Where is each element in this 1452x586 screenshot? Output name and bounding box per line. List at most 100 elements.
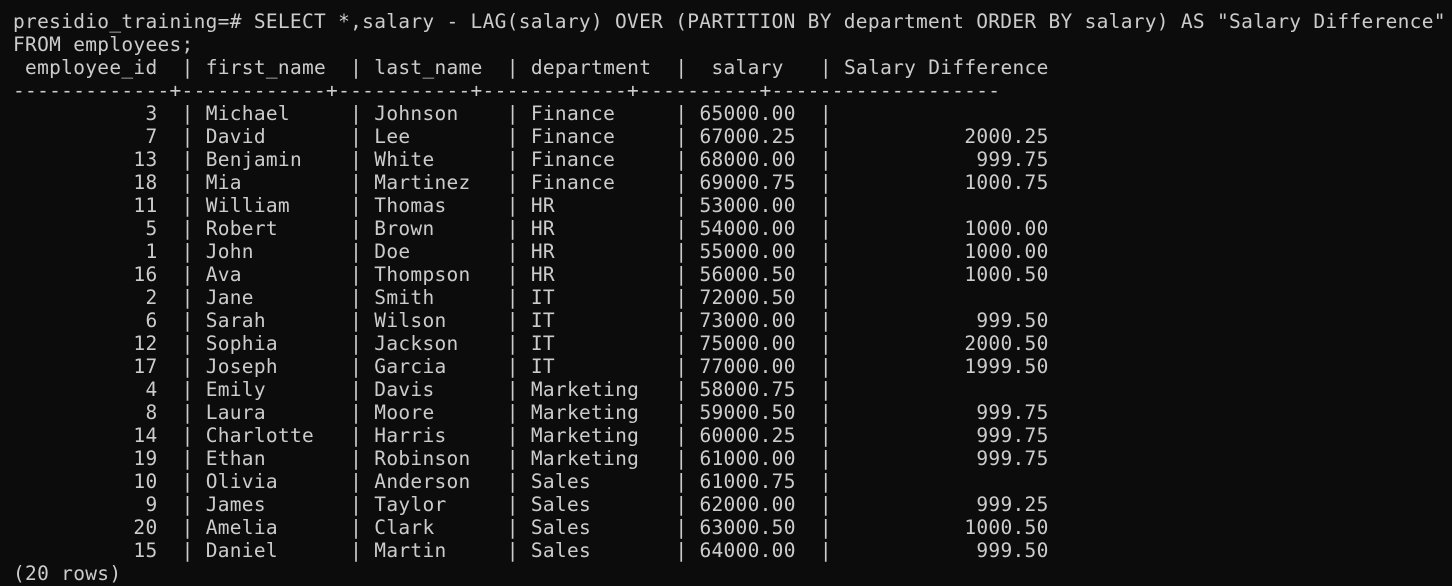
table-cell: White	[374, 148, 483, 171]
table-cell: HR	[530, 240, 652, 263]
table-cell: 73000.00	[699, 309, 796, 332]
column-header: employee_id	[25, 56, 158, 79]
table-cell: Sales	[530, 470, 652, 493]
table-row: 14 | Charlotte | Harris | Marketing | 60…	[25, 424, 1049, 447]
table-row: 12 | Sophia | Jackson | IT | 75000.00 | …	[25, 332, 1049, 355]
table-cell: 7	[25, 125, 158, 148]
column-header: last_name	[374, 56, 483, 79]
query-line-2: FROM employees;	[13, 33, 194, 56]
table-cell: 59000.50	[699, 401, 796, 424]
table-cell: William	[205, 194, 327, 217]
table-cell: 1000.50	[843, 516, 1049, 539]
table-cell: Harris	[374, 424, 483, 447]
table-cell: IT	[530, 355, 652, 378]
table-cell: 17	[25, 355, 158, 378]
table-cell: 2	[25, 286, 158, 309]
table-cell: 62000.00	[699, 493, 796, 516]
query-text: SELECT *,salary - LAG(salary) OVER (PART…	[253, 10, 1446, 33]
table-row: 9 | James | Taylor | Sales | 62000.00 | …	[25, 493, 1049, 516]
table-cell: Johnson	[374, 102, 483, 125]
table-cell: 1000.00	[843, 217, 1049, 240]
table-row: 2 | Jane | Smith | IT | 72000.50 |	[13, 286, 1452, 309]
table-row: 15 | Daniel | Martin | Sales | 64000.00 …	[25, 539, 1049, 562]
table-cell: 18	[25, 171, 158, 194]
query-line-1: presidio_training=# SELECT *,salary - LA…	[13, 10, 1452, 33]
header-row: employee_id | first_name | last_name | d…	[25, 56, 1049, 79]
table-cell: Jane	[205, 286, 327, 309]
table-cell: Joseph	[205, 355, 327, 378]
table-cell: Wilson	[374, 309, 483, 332]
table-cell: 77000.00	[699, 355, 796, 378]
table-cell: 55000.00	[699, 240, 796, 263]
table-cell: 65000.00	[699, 102, 796, 125]
table-cell: HR	[530, 263, 652, 286]
table-cell: Amelia	[205, 516, 327, 539]
table-cell: 20	[25, 516, 158, 539]
table-cell: 13	[25, 148, 158, 171]
table-cell: 58000.75	[699, 378, 796, 401]
prompt: presidio_training=#	[13, 10, 254, 33]
table-cell: 15	[25, 539, 158, 562]
table-cell: 60000.25	[699, 424, 796, 447]
table-cell: 72000.50	[699, 286, 796, 309]
table-cell: 999.75	[843, 401, 1049, 424]
table-cell: Emily	[205, 378, 327, 401]
table-cell: 2000.50	[843, 332, 1049, 355]
table-cell: Sophia	[205, 332, 327, 355]
table-cell: Smith	[374, 286, 483, 309]
table-cell: Finance	[530, 171, 652, 194]
table-cell: Marketing	[530, 424, 652, 447]
table-cell: Michael	[205, 102, 327, 125]
table-cell: 999.50	[843, 539, 1049, 562]
table-cell: Sales	[530, 493, 652, 516]
table-cell: 63000.50	[699, 516, 796, 539]
table-row: 13 | Benjamin | White | Finance | 68000.…	[25, 148, 1049, 171]
table-row: 20 | Amelia | Clark | Sales | 63000.50 |…	[25, 516, 1049, 539]
table-cell: Daniel	[205, 539, 327, 562]
table-cell: Charlotte	[205, 424, 327, 447]
table-cell: Davis	[374, 378, 483, 401]
table-cell: Laura	[205, 401, 327, 424]
table-row: 6 | Sarah | Wilson | IT | 73000.00 | 999…	[25, 309, 1049, 332]
row-count: (20 rows)	[13, 562, 122, 585]
table-cell: 1	[25, 240, 158, 263]
column-header: department	[530, 56, 652, 79]
column-header: first_name	[205, 56, 327, 79]
table-cell: Anderson	[374, 470, 483, 493]
table-row: 10 | Olivia | Anderson | Sales | 61000.7…	[13, 470, 1452, 493]
table-cell: Thomas	[374, 194, 483, 217]
table-cell	[844, 286, 1049, 309]
table-cell: 61000.00	[699, 447, 796, 470]
table-cell: 6	[25, 309, 158, 332]
table-cell: Thompson	[374, 263, 483, 286]
table-cell: Martin	[374, 539, 483, 562]
table-row: 5 | Robert | Brown | HR | 54000.00 | 100…	[25, 217, 1049, 240]
table-cell: Ethan	[205, 447, 327, 470]
table-cell: 67000.25	[699, 125, 796, 148]
table-cell: IT	[530, 309, 652, 332]
table-cell: Lee	[374, 125, 483, 148]
table-cell: 999.50	[843, 309, 1049, 332]
table-cell: Robert	[205, 217, 327, 240]
table-cell: Doe	[374, 240, 483, 263]
table-cell: Taylor	[374, 493, 483, 516]
table-cell: 16	[25, 263, 158, 286]
table-cell: Moore	[374, 401, 483, 424]
table-cell: Robinson	[374, 447, 483, 470]
table-cell: 53000.00	[699, 194, 796, 217]
table-cell: 56000.50	[699, 263, 796, 286]
table-cell: 11	[25, 194, 158, 217]
table-cell: Jackson	[374, 332, 483, 355]
table-row: 4 | Emily | Davis | Marketing | 58000.75…	[13, 378, 1452, 401]
table-cell: 75000.00	[699, 332, 796, 355]
table-cell: David	[205, 125, 327, 148]
table-cell: 69000.75	[699, 171, 796, 194]
table-cell: 1999.50	[843, 355, 1049, 378]
table-row: 1 | John | Doe | HR | 55000.00 | 1000.00	[25, 240, 1049, 263]
table-cell: Finance	[530, 148, 652, 171]
header-separator: -------------+------------+-----------+-…	[13, 79, 1001, 102]
table-row: 19 | Ethan | Robinson | Marketing | 6100…	[25, 447, 1049, 470]
table-cell: 61000.75	[699, 470, 796, 493]
table-cell: John	[205, 240, 327, 263]
